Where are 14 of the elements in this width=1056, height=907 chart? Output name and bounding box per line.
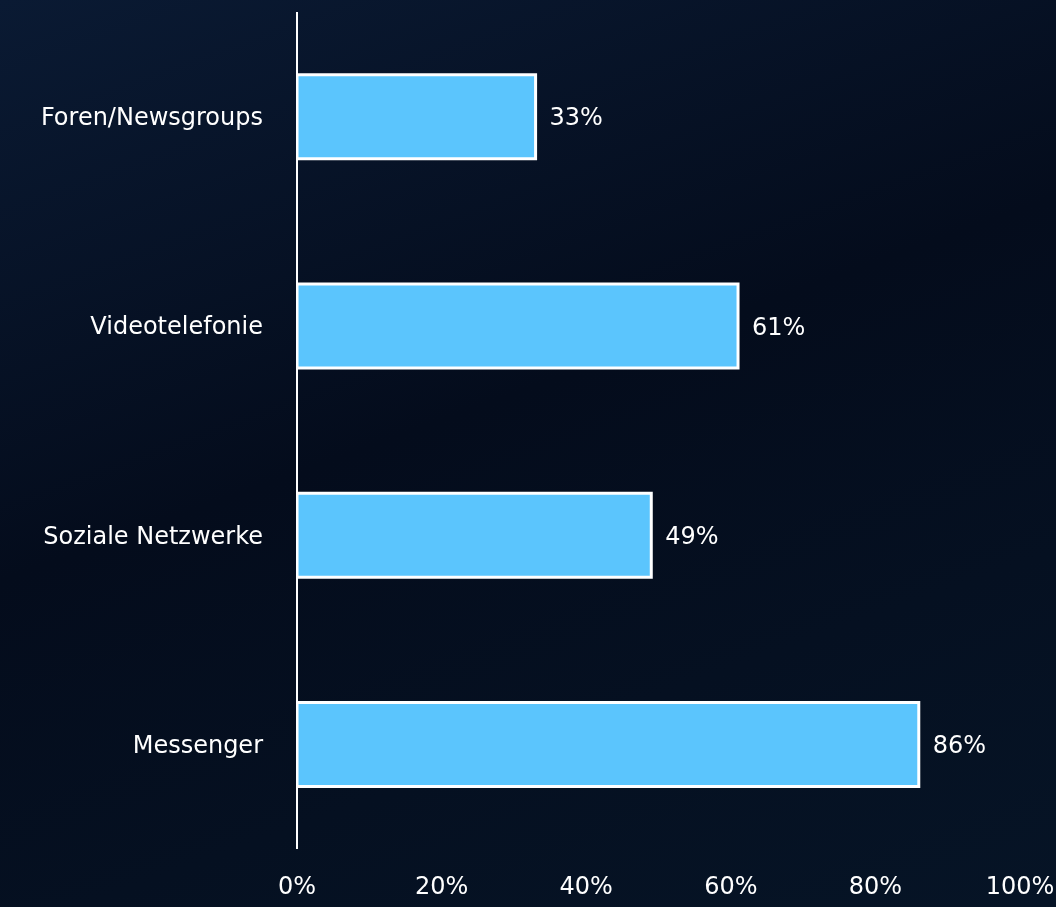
x-tick-label: 0% [277,872,317,901]
x-tick-label: 80% [848,872,903,901]
x-tick-label: 20% [414,872,469,901]
data-label: 33% [549,103,603,132]
x-tick-label: 100% [985,872,1055,901]
x-tick-label: 60% [704,872,758,901]
y-tick-label: Soziale Netzwerke [43,521,263,550]
x-tick-label: 40% [559,872,613,901]
y-tick-label: Messenger [132,730,264,759]
data-label: 86% [932,731,987,760]
data-label: 61% [752,312,806,341]
data-label: 49% [665,521,719,550]
y-tick-label: Videotelefonie [90,312,263,341]
y-tick-label: Foren/Newsgroups [40,103,263,132]
